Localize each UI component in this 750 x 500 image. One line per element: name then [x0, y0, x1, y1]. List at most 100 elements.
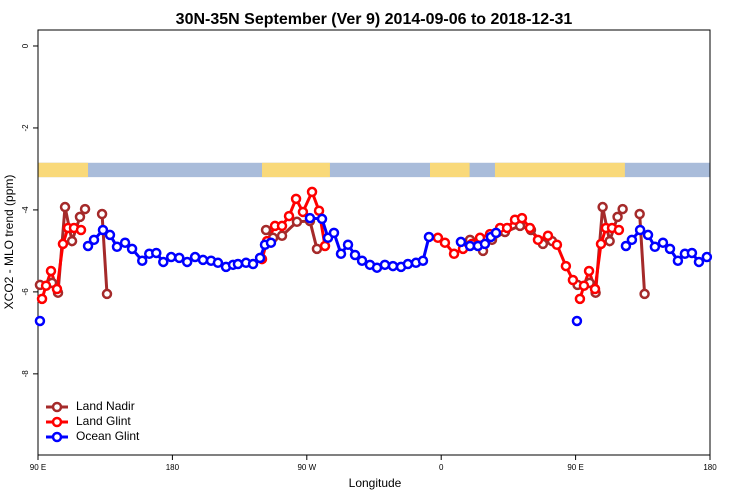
legend-label: Ocean Glint: [76, 429, 140, 443]
point: [276, 230, 288, 241]
point: [479, 238, 491, 250]
point: [232, 258, 244, 270]
point: [620, 240, 632, 252]
point: [165, 251, 177, 263]
point: [174, 252, 185, 264]
point: [455, 236, 467, 248]
point: [448, 248, 460, 260]
point: [79, 203, 91, 215]
land-band: [262, 162, 330, 178]
point: [104, 229, 116, 241]
land-band: [38, 162, 89, 178]
point: [82, 240, 94, 252]
point: [567, 274, 579, 286]
point: [283, 210, 295, 222]
y-tick-label: 0: [21, 43, 30, 48]
point: [328, 227, 340, 239]
point: [634, 208, 645, 220]
point: [516, 212, 528, 224]
point: [335, 248, 347, 260]
x-tick-label: 0: [439, 463, 444, 472]
legend-label: Land Nadir: [76, 399, 135, 413]
point: [686, 247, 698, 259]
point: [311, 243, 323, 255]
point: [59, 201, 71, 213]
land-band: [430, 162, 470, 178]
land-band: [494, 162, 625, 178]
point: [642, 229, 654, 241]
point: [613, 224, 625, 236]
y-tick-label: -2: [21, 124, 30, 132]
point: [626, 234, 638, 246]
point: [40, 280, 52, 291]
point: [96, 208, 108, 220]
point: [181, 256, 193, 268]
point: [402, 258, 414, 270]
y-tick-label: -6: [21, 288, 30, 296]
point: [158, 256, 169, 268]
point: [45, 265, 57, 277]
point: [306, 186, 318, 198]
legend-label: Land Glint: [76, 414, 131, 428]
point: [304, 212, 316, 224]
point: [571, 315, 583, 327]
point: [701, 251, 713, 263]
point: [551, 239, 563, 251]
point: [423, 231, 435, 243]
point: [126, 243, 138, 255]
point: [75, 224, 87, 236]
point: [51, 283, 63, 295]
point: [212, 257, 224, 269]
point: [197, 254, 209, 266]
y-tick-label: -4: [21, 206, 30, 214]
point: [657, 237, 669, 248]
point: [574, 293, 586, 305]
point: [612, 211, 623, 223]
point: [290, 193, 302, 205]
point: [111, 241, 123, 253]
point: [74, 211, 86, 223]
point: [597, 201, 608, 213]
point: [342, 239, 354, 251]
point: [297, 206, 309, 218]
point: [542, 230, 554, 241]
legend-marker: [51, 401, 63, 413]
point: [634, 224, 646, 236]
point: [417, 255, 429, 266]
point: [356, 255, 368, 266]
point: [595, 238, 607, 250]
x-tick-label: 90 E: [30, 463, 46, 472]
point: [88, 234, 100, 246]
point: [589, 283, 601, 295]
point: [649, 241, 661, 253]
point: [136, 255, 148, 266]
point: [672, 255, 684, 266]
point: [119, 237, 131, 248]
series-line: [40, 187, 620, 300]
x-tick-label: 180: [166, 463, 180, 472]
point: [97, 224, 109, 236]
point: [36, 293, 48, 305]
point: [57, 238, 69, 250]
point: [291, 216, 303, 228]
point: [617, 203, 628, 215]
point: [265, 237, 277, 248]
point: [379, 259, 391, 271]
point: [66, 235, 78, 247]
point: [349, 249, 361, 261]
point: [664, 243, 676, 255]
point: [260, 224, 272, 236]
x-tick-label: 180: [703, 463, 717, 472]
point: [151, 247, 162, 259]
point: [319, 240, 331, 252]
point: [532, 234, 544, 246]
point: [101, 288, 113, 300]
point: [693, 256, 705, 268]
legend-marker: [51, 431, 63, 443]
point: [276, 220, 288, 232]
x-axis-label: Longitude: [349, 476, 402, 490]
point: [639, 288, 650, 300]
point: [254, 252, 266, 264]
point: [316, 213, 328, 225]
